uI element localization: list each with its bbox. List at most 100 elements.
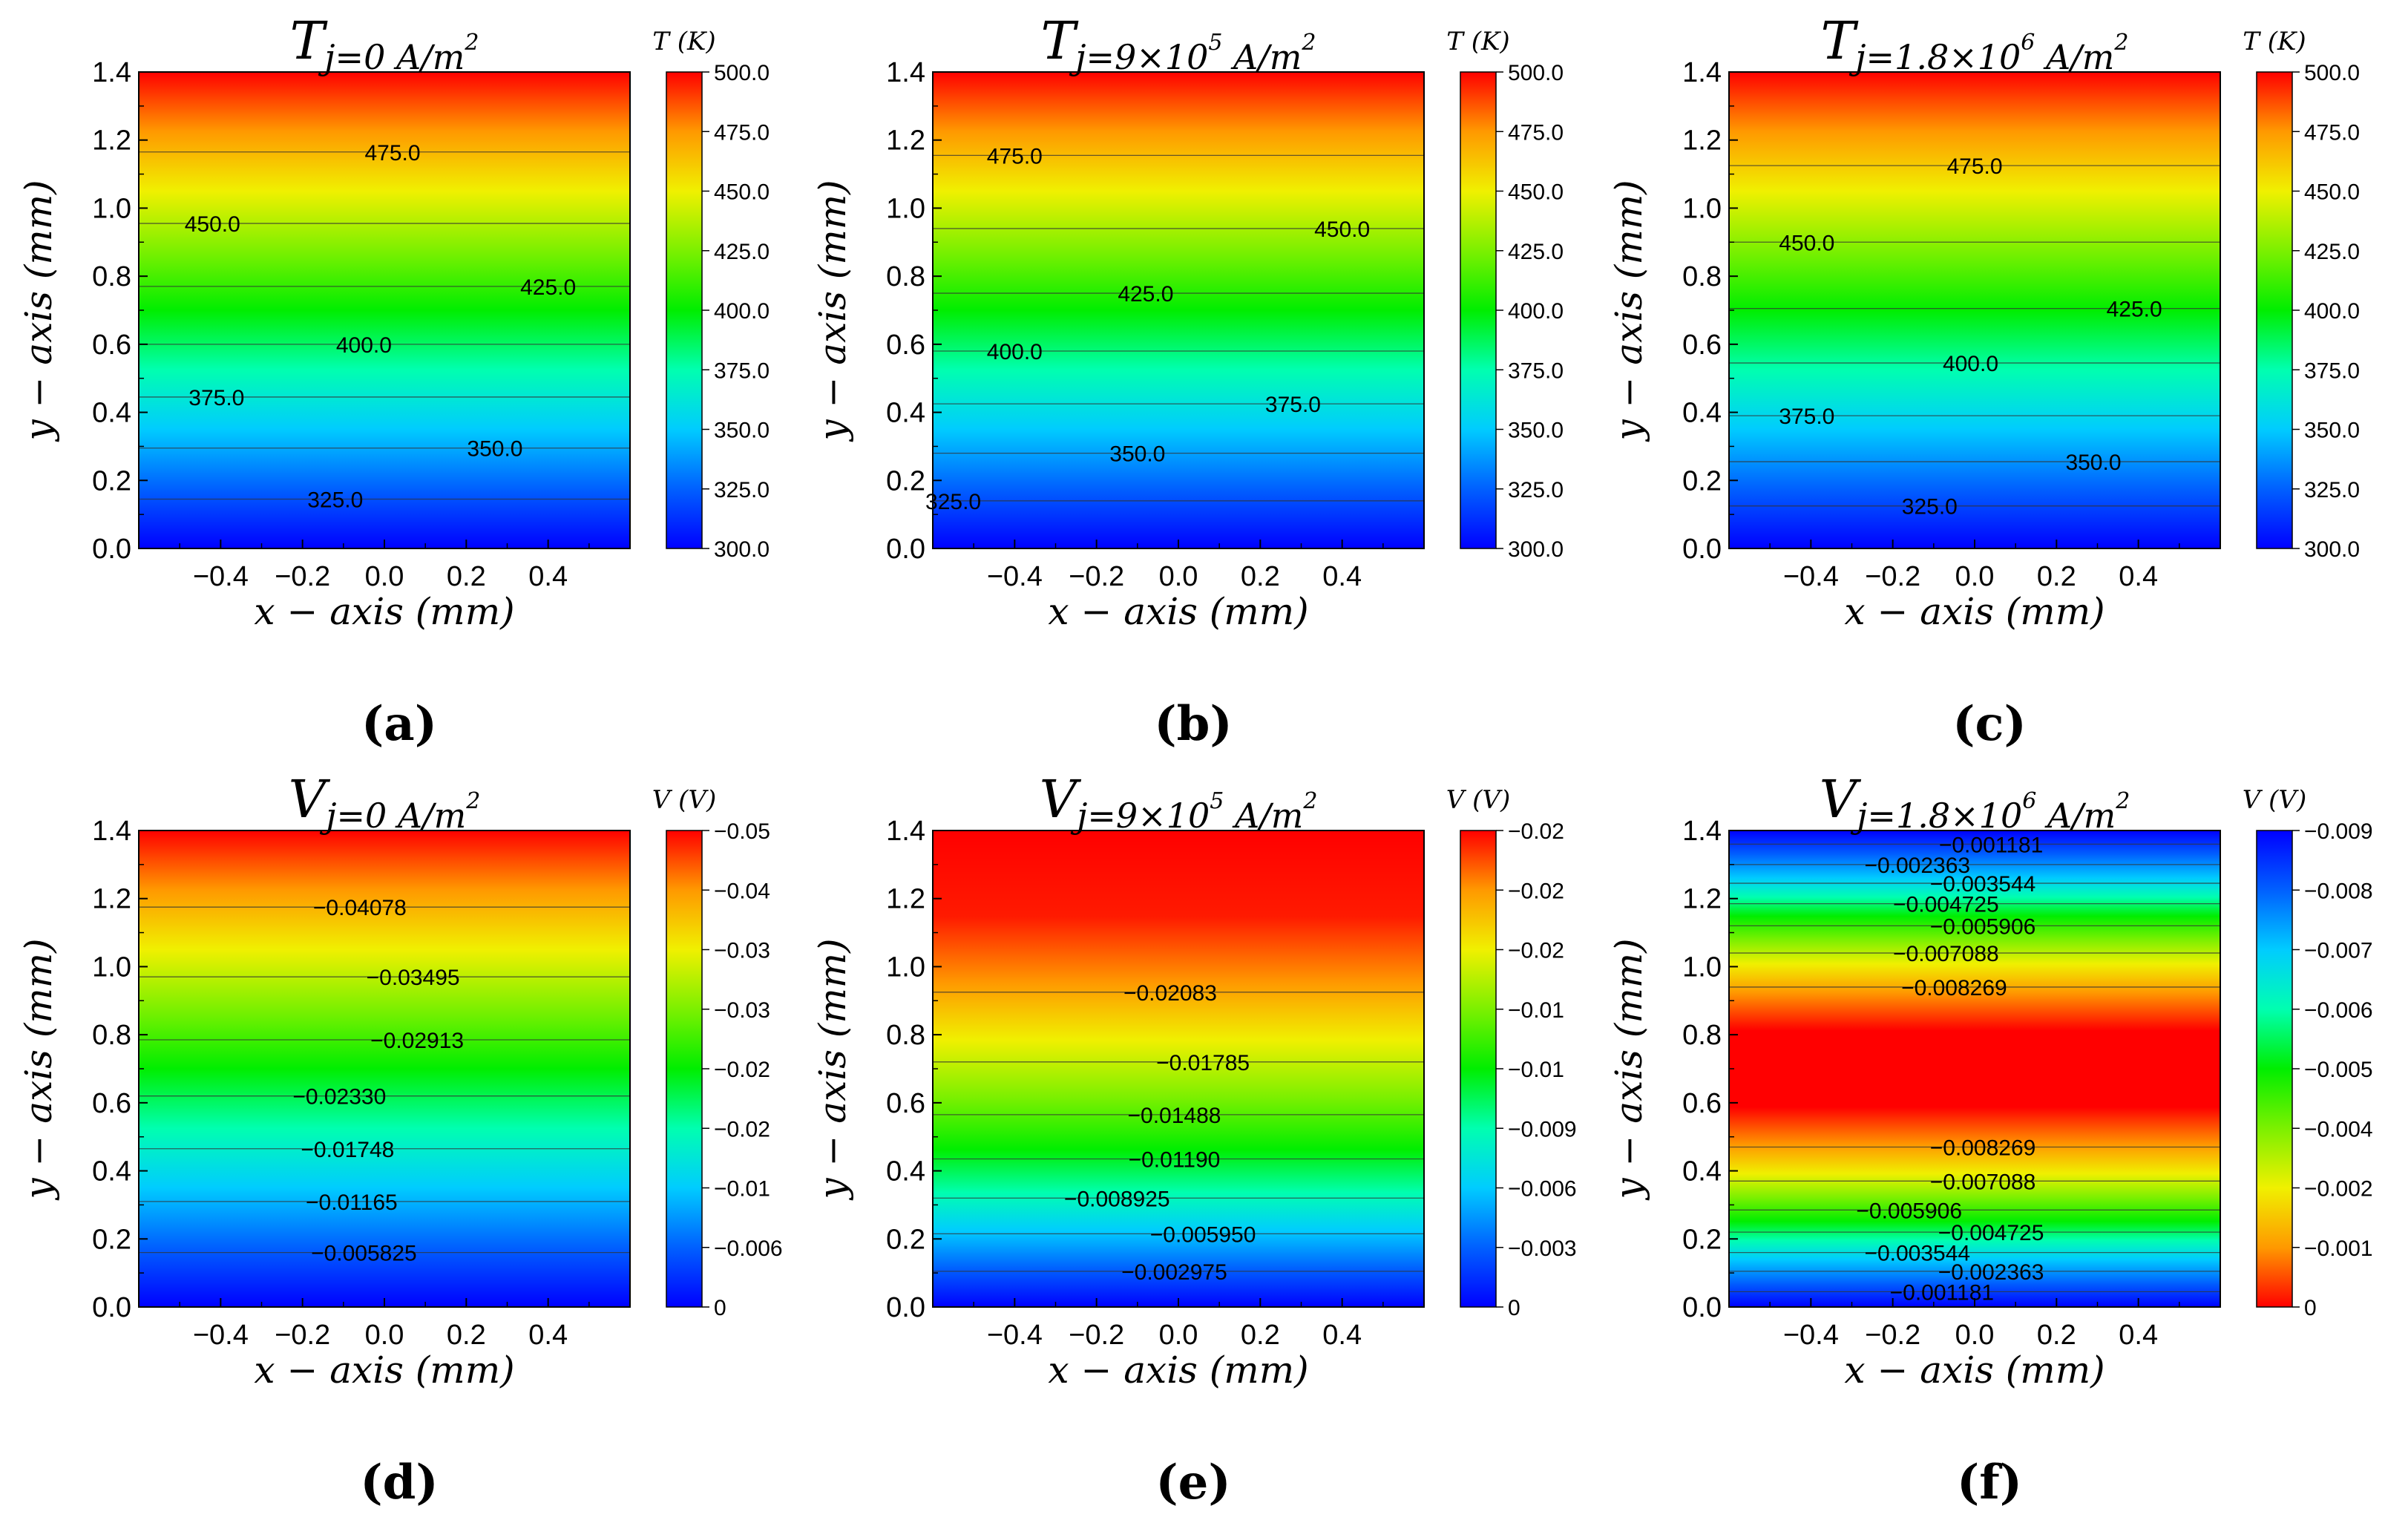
y-tick-label: 0.2 — [886, 1224, 925, 1255]
chart-panel-1: 325.0 350.0 375.0 400.0 425.0 450.0 475.0 −0.4−… — [17, 10, 770, 752]
x-tick-label: −0.4 — [193, 1320, 249, 1351]
contour-label: 375.0 — [1265, 393, 1321, 417]
contour-label: −0.007088 — [1930, 1170, 2036, 1194]
y-tick-label: 1.4 — [1682, 816, 1722, 847]
colorbar-tick-label: 500.0 — [1508, 61, 1564, 85]
colorbar — [1460, 72, 1496, 548]
colorbar-tick-label: −0.05 — [714, 819, 770, 844]
colorbar-tick-label: 450.0 — [714, 180, 770, 205]
y-tick-label: 1.4 — [1682, 57, 1722, 88]
colorbar-tick-label: −0.01 — [1508, 1058, 1564, 1082]
colorbar-tick-label: 325.0 — [1508, 478, 1564, 502]
x-tick-label: −0.4 — [987, 561, 1043, 592]
y-tick-label: 0.2 — [92, 1224, 131, 1255]
contour-label: −0.005906 — [1856, 1199, 1962, 1223]
colorbar-title: T (K) — [652, 27, 715, 56]
contour-label: 400.0 — [987, 340, 1043, 364]
contour-label: 475.0 — [987, 144, 1043, 168]
x-tick-label: −0.2 — [1069, 561, 1124, 592]
y-tick-label: 0.0 — [92, 534, 131, 565]
colorbar — [2257, 831, 2292, 1307]
colorbar-tick-label: 350.0 — [714, 419, 770, 443]
contour-label: 475.0 — [364, 141, 420, 166]
panel-label: (e) — [1155, 1455, 1230, 1510]
contour-label: −0.02913 — [370, 1029, 464, 1053]
panels: 325.0350.0375.0400.0425.0450.0475.0−0.4−… — [17, 10, 2373, 1510]
colorbar-tick-label: −0.002 — [2304, 1177, 2373, 1202]
colorbar-title: V (V) — [2243, 785, 2306, 815]
colorbar-tick-label: 400.0 — [1508, 299, 1564, 324]
y-tick-label: 0.4 — [1682, 1156, 1722, 1188]
colorbar-tick-label: −0.009 — [2304, 819, 2373, 844]
y-axis-label: y − axis (mm) — [811, 180, 854, 442]
colorbar-tick-label: 475.0 — [714, 120, 770, 145]
colorbar-tick-label: 400.0 — [714, 299, 770, 324]
colorbar-tick-label: −0.02 — [1508, 879, 1564, 903]
x-tick-label: −0.2 — [1865, 561, 1920, 592]
chart-title: Vj=0 A/m2 — [289, 769, 481, 836]
y-tick-label: 0.2 — [92, 465, 131, 497]
colorbar-tick-label: −0.01 — [714, 1177, 770, 1202]
contour-label: 425.0 — [2107, 298, 2162, 322]
x-tick-label: 0.4 — [528, 1320, 568, 1351]
x-tick-label: 0.0 — [365, 1320, 404, 1351]
y-tick-label: 1.2 — [92, 125, 131, 157]
colorbar-tick-label: 500.0 — [714, 61, 770, 85]
contour-label: 425.0 — [1118, 282, 1173, 307]
contour-label: −0.01748 — [301, 1138, 394, 1162]
contour-label: 375.0 — [188, 386, 244, 410]
colorbar-tick-label: −0.02 — [714, 1117, 770, 1141]
contour-label: −0.002975 — [1121, 1260, 1227, 1285]
x-tick-label: 0.0 — [1159, 1320, 1198, 1351]
x-axis-label: x − axis (mm) — [254, 1349, 514, 1392]
contour-label: −0.003544 — [1930, 872, 2036, 897]
colorbar-title: T (K) — [1446, 27, 1509, 56]
contour-label: 325.0 — [925, 490, 981, 514]
y-tick-label: 0.2 — [1682, 1224, 1722, 1255]
colorbar-tick-label: −0.03 — [714, 939, 770, 963]
colorbar-tick-label: 425.0 — [1508, 240, 1564, 264]
y-tick-label: 0.0 — [886, 534, 925, 565]
y-tick-label: 0.0 — [1682, 534, 1722, 565]
contour-label: 350.0 — [2065, 451, 2121, 475]
colorbar-tick-label: 300.0 — [714, 537, 770, 562]
x-tick-label: 0.2 — [1241, 561, 1280, 592]
chart-title: Vj=1.8×106 A/m2 — [1820, 769, 2130, 836]
x-tick-label: −0.2 — [1865, 1320, 1920, 1351]
y-tick-label: 1.0 — [1682, 951, 1722, 983]
y-axis-label: y − axis (mm) — [811, 938, 854, 1200]
colorbar-tick-label: −0.02 — [1508, 819, 1564, 844]
y-tick-label: 0.8 — [92, 1020, 131, 1051]
x-tick-label: 0.4 — [1322, 561, 1362, 592]
contour-label: 400.0 — [336, 333, 392, 358]
y-axis-label: y − axis (mm) — [17, 180, 60, 442]
y-axis-label: y − axis (mm) — [1607, 180, 1650, 442]
colorbar-tick-label: −0.003 — [1508, 1236, 1577, 1261]
y-tick-label: 0.8 — [1682, 261, 1722, 292]
colorbar-tick-label: 400.0 — [2304, 299, 2360, 324]
y-tick-label: 0.6 — [886, 330, 925, 361]
colorbar-tick-label: 325.0 — [2304, 478, 2360, 502]
contour-label: −0.04078 — [313, 896, 407, 920]
contour-label: −0.007088 — [1893, 942, 1999, 966]
colorbar-tick-label: 450.0 — [1508, 180, 1564, 205]
y-tick-label: 1.0 — [886, 193, 925, 224]
contour-label: −0.001181 — [1890, 1280, 1994, 1305]
panel-label: (a) — [361, 696, 437, 752]
colorbar-tick-label: −0.02 — [1508, 939, 1564, 963]
contour-label: 325.0 — [307, 488, 363, 513]
contour-label: −0.003544 — [1864, 1242, 1970, 1266]
heatmap-field — [933, 831, 1424, 1307]
x-tick-label: −0.4 — [193, 561, 249, 592]
y-tick-label: 1.0 — [1682, 193, 1722, 224]
chart-panel-3: 325.0 350.0 375.0 400.0 425.0 450.0 475.0 −0.4−… — [1607, 10, 2360, 752]
y-tick-label: 1.0 — [886, 951, 925, 983]
contour-label: −0.005825 — [311, 1242, 417, 1266]
x-tick-label: −0.2 — [275, 1320, 330, 1351]
x-axis-label: x − axis (mm) — [1048, 1349, 1308, 1392]
y-tick-label: 0.6 — [92, 1088, 131, 1119]
colorbar-title: T (K) — [2243, 27, 2306, 56]
x-tick-label: −0.4 — [1783, 561, 1839, 592]
colorbar-tick-label: 375.0 — [1508, 358, 1564, 383]
